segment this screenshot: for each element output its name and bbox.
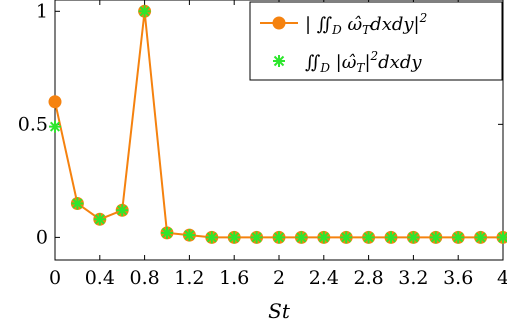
asterisk-stroke	[341, 232, 352, 243]
legend-label-series-1-sup: 2	[419, 11, 428, 25]
asterisk-stroke	[385, 232, 397, 243]
x-tick-label: 2	[273, 267, 285, 289]
x-tick-label: 4	[497, 267, 507, 289]
series-layer	[48, 4, 507, 244]
x-tick-label: 0	[49, 267, 61, 289]
series-2-point	[340, 231, 353, 244]
series-2-point	[49, 120, 61, 133]
series-2-point	[71, 197, 84, 210]
x-tick-labels: 0 0.4 0.8 1.2 1.6 2 2.4 2.8 3.2 3.6 4	[49, 267, 507, 289]
asterisk-stroke	[72, 198, 83, 209]
asterisk-stroke	[139, 6, 150, 17]
asterisk-stroke	[206, 232, 217, 243]
y-tick-label: 0.5	[18, 113, 48, 135]
series-2-point	[385, 231, 397, 244]
x-tick-label: 2.8	[353, 267, 383, 289]
asterisk-stroke	[453, 232, 464, 243]
x-axis-title: St	[268, 299, 291, 323]
series-2-point	[497, 231, 507, 244]
series-2-point	[93, 213, 106, 226]
asterisk-stroke	[251, 232, 262, 243]
y-tick-label: 0	[36, 226, 48, 248]
x-tick-label: 0.8	[129, 267, 159, 289]
legend-label-series-2-sub2: T	[356, 61, 365, 75]
legend-label-series-1: | ∬D ω̂Tdxdy|2	[305, 11, 427, 37]
legend-label-series-1-sub2: T	[362, 23, 371, 37]
x-tick-label: 3.2	[398, 267, 428, 289]
series-2-point	[228, 231, 241, 244]
asterisk-stroke	[296, 232, 307, 243]
series-2-point	[317, 231, 330, 244]
asterisk-stroke	[363, 232, 374, 243]
legend-marker-series-1	[272, 16, 286, 30]
asterisk-stroke	[475, 232, 486, 243]
asterisk-stroke	[497, 232, 507, 243]
legend-label-series-2-mid: |	[364, 52, 370, 73]
legend-label-series-2-body: |ω̂	[330, 52, 357, 73]
x-tick-label: 1.2	[174, 267, 204, 289]
y-tick-labels: 00.51	[18, 0, 48, 248]
x-tick-label: 2.4	[309, 267, 339, 289]
series-2-point	[474, 231, 487, 244]
x-tick-label: 3.6	[443, 267, 473, 289]
asterisk-stroke	[430, 232, 441, 243]
y-tick-label: 1	[36, 0, 48, 22]
x-tick-label: 1.6	[219, 267, 249, 289]
asterisk-stroke	[408, 232, 419, 243]
asterisk-stroke	[161, 227, 173, 238]
series-2-point	[362, 231, 375, 244]
series-1-point	[48, 95, 62, 109]
legend-label-series-1-body: ω̂	[342, 14, 363, 35]
asterisk-stroke	[49, 121, 61, 132]
legend-label-series-2-sub: D	[319, 61, 330, 75]
legend-marker-series-2	[273, 55, 285, 67]
series-2-point	[161, 226, 173, 239]
legend-label-series-2-tail: dxdy	[378, 52, 422, 73]
asterisk-stroke	[273, 232, 285, 243]
series-2-point	[407, 231, 420, 244]
series-2-point	[452, 231, 465, 244]
series-2-point	[429, 231, 442, 244]
x-tick-label: 0.4	[85, 267, 115, 289]
series-2-point	[295, 231, 308, 244]
series-2-point	[183, 229, 196, 242]
series-2	[49, 5, 507, 244]
legend-entry-series-1: | ∬D ω̂Tdxdy|2	[260, 11, 427, 37]
asterisk-stroke	[184, 230, 195, 241]
legend-box	[249, 1, 503, 81]
series-2-point	[116, 204, 129, 217]
series-2-point	[138, 5, 151, 18]
series-2-point	[250, 231, 263, 244]
asterisk-stroke	[94, 214, 105, 225]
legend: | ∬D ω̂Tdxdy|2 ∬D |ω̂T|2dxdy	[249, 1, 503, 81]
legend-label-series-1-sub: D	[331, 23, 342, 37]
legend-label-series-1-tail: dxdy|	[370, 14, 419, 35]
asterisk-stroke	[229, 232, 240, 243]
asterisk-stroke	[318, 232, 329, 243]
asterisk-stroke	[117, 205, 128, 216]
series-2-point	[273, 231, 285, 244]
series-2-point	[205, 231, 218, 244]
legend-label-series-2-sup: 2	[370, 49, 379, 63]
